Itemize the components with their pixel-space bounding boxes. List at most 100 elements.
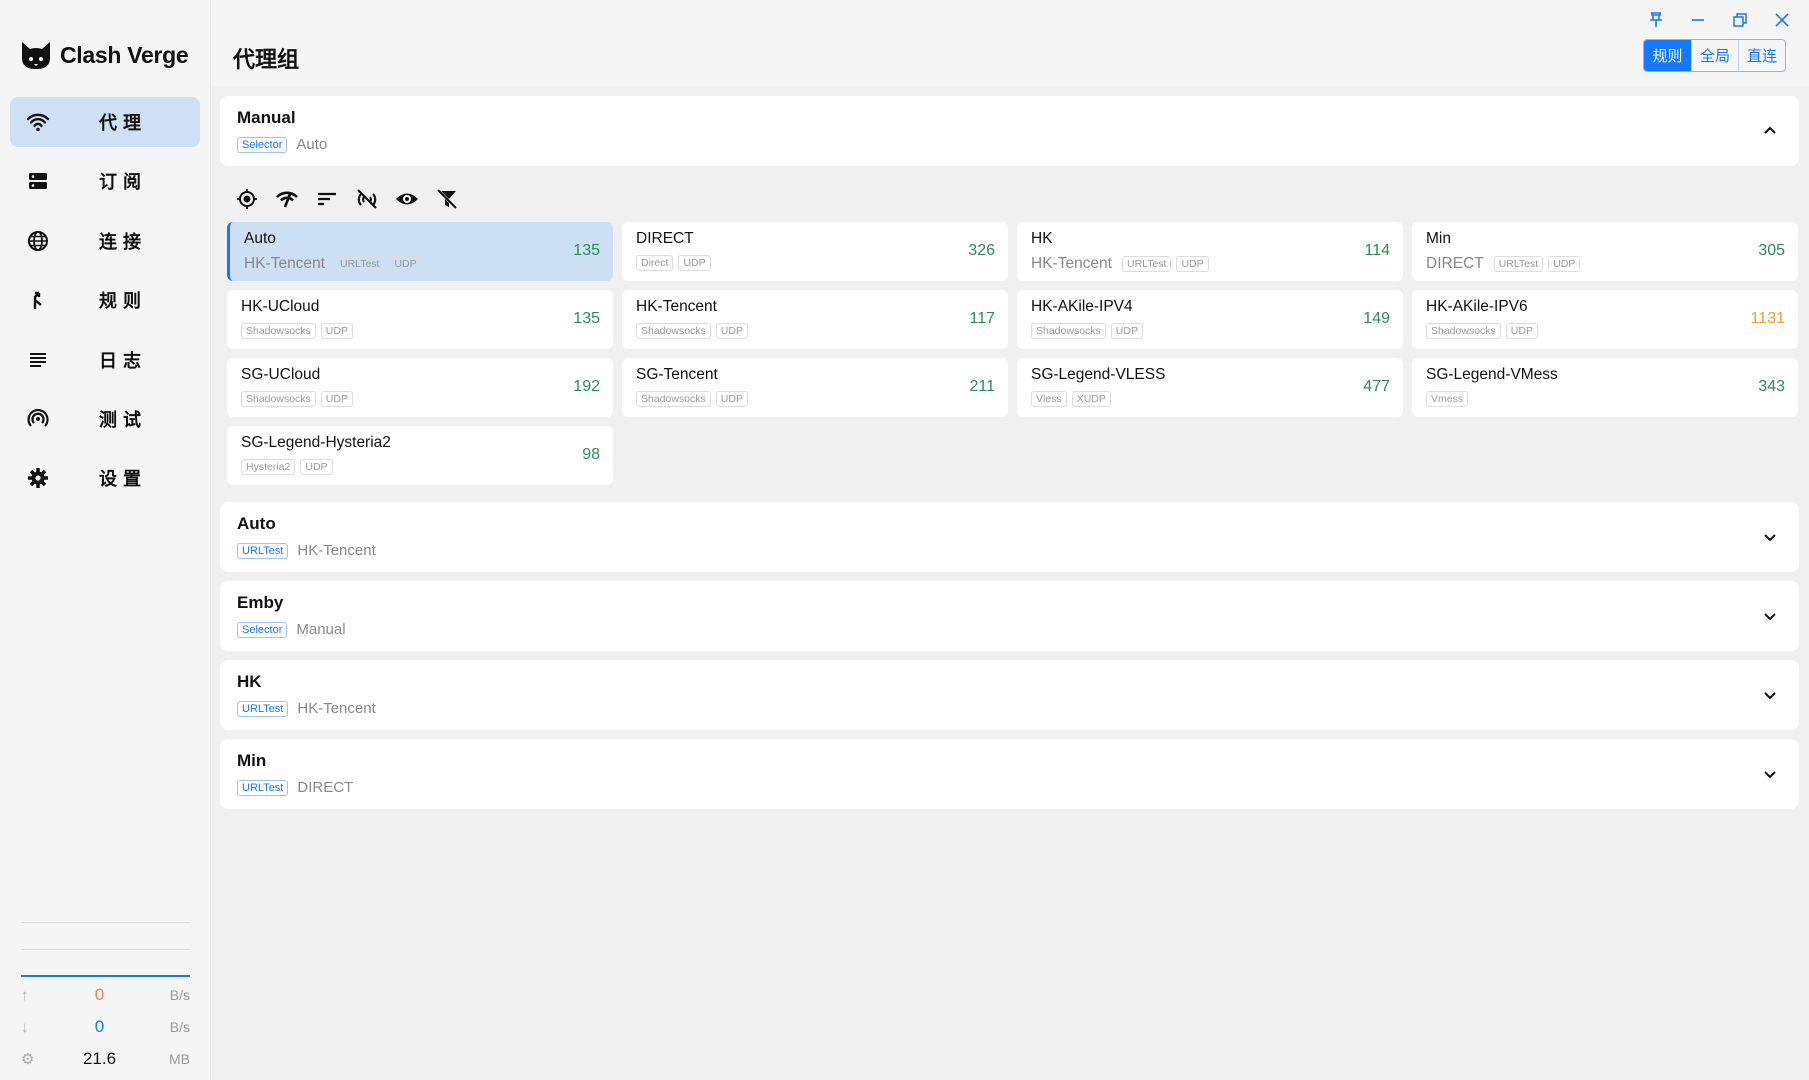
proxy-group-header[interactable]: Emby Selector Manual: [220, 581, 1799, 651]
proxy-group-header[interactable]: Auto URLTest HK-Tencent: [220, 502, 1799, 572]
sidebar-item-4[interactable]: 日志: [10, 335, 200, 385]
proxy-delay[interactable]: 117: [969, 310, 995, 327]
proxy-card[interactable]: SG-Tencent Shadowsocks UDP 211: [622, 358, 1008, 417]
proxy-delay[interactable]: 149: [1363, 310, 1390, 327]
sidebar-item-5[interactable]: 测试: [10, 394, 200, 444]
proxy-card[interactable]: HK-AKile-IPV6 Shadowsocks UDP 1131: [1412, 290, 1798, 349]
chevron-up-icon[interactable]: [1761, 122, 1779, 140]
proxy-tag: URLTest: [334, 256, 385, 272]
pin-icon[interactable]: [1635, 8, 1677, 32]
proxy-tag: URLTest: [1121, 256, 1172, 272]
chevron-down-icon[interactable]: [1761, 765, 1779, 783]
mode-button-2[interactable]: 直连: [1738, 40, 1785, 71]
proxy-card[interactable]: HK-AKile-IPV4 Shadowsocks UDP 149: [1017, 290, 1403, 349]
wifi-icon: [26, 110, 50, 134]
proxy-name: SG-Tencent: [636, 366, 718, 383]
sidebar-item-3[interactable]: 规则: [10, 275, 200, 325]
proxy-name: SG-Legend-VLESS: [1031, 366, 1166, 383]
broadcast-icon: [26, 407, 50, 431]
proxy-tag: Shadowsocks: [636, 391, 711, 407]
sidebar-item-label: 规则: [99, 291, 147, 312]
proxy-grid: Auto HK-Tencent URLTest UDP 135 DIRECT Dir…: [220, 222, 1799, 485]
traffic-graph-line: [21, 975, 190, 977]
no-signal-icon[interactable]: [355, 187, 379, 211]
proxy-card[interactable]: Auto HK-Tencent URLTest UDP 135: [227, 222, 613, 281]
proxy-tag: UDP: [715, 391, 748, 407]
sidebar-item-2[interactable]: 连接: [10, 216, 200, 266]
app-logo: Clash Verge: [20, 40, 189, 70]
chip-icon: ⚙: [21, 1051, 35, 1068]
proxy-tag: UDP: [320, 391, 353, 407]
proxy-delay[interactable]: 326: [968, 242, 995, 259]
proxy-delay[interactable]: 114: [1364, 242, 1390, 259]
sidebar: Clash Verge 代理 订阅 连接 规则 日志 测试 设置 ↑ 0 B/s ↓…: [0, 0, 211, 1080]
proxy-tag: Shadowsocks: [241, 323, 316, 339]
proxy-name: HK: [1031, 230, 1053, 247]
proxy-card[interactable]: HK-Tencent Shadowsocks UDP 117: [622, 290, 1008, 349]
proxy-groups: Manual Selector Auto Auto HK-Tencent URLTe…: [220, 96, 1799, 818]
group-type-tag: URLTest: [237, 779, 289, 796]
sidebar-item-0[interactable]: 代理: [10, 97, 200, 147]
mode-button-0[interactable]: 规则: [1644, 40, 1691, 71]
proxy-name: HK-AKile-IPV6: [1426, 298, 1528, 315]
proxy-card[interactable]: SG-Legend-VMess Vmess 343: [1412, 358, 1798, 417]
group-toolbar: [220, 175, 1799, 211]
proxy-group-header[interactable]: HK URLTest HK-Tencent: [220, 660, 1799, 730]
proxy-delay[interactable]: 135: [573, 242, 600, 259]
close-icon[interactable]: [1761, 8, 1803, 32]
window-controls: [1635, 8, 1803, 32]
minimize-icon[interactable]: [1677, 8, 1719, 32]
globe-icon: [26, 229, 50, 253]
proxy-delay[interactable]: 305: [1758, 242, 1785, 259]
proxy-delay[interactable]: 477: [1363, 378, 1390, 395]
proxy-name: Min: [1426, 230, 1451, 247]
group-current-proxy: HK-Tencent: [297, 542, 376, 559]
filter-off-icon[interactable]: [435, 187, 459, 211]
sidebar-item-6[interactable]: 设置: [10, 453, 200, 503]
proxy-tag: UDP: [678, 255, 711, 271]
sidebar-item-1[interactable]: 订阅: [10, 156, 200, 206]
proxy-card[interactable]: SG-UCloud Shadowsocks UDP 192: [227, 358, 613, 417]
proxy-delay[interactable]: 1131: [1750, 310, 1785, 327]
proxy-delay[interactable]: 192: [573, 378, 600, 395]
proxy-current: HK-Tencent: [244, 255, 325, 272]
proxy-delay[interactable]: 343: [1758, 378, 1785, 395]
proxy-name: Auto: [244, 230, 276, 247]
group-current-proxy: Manual: [296, 621, 346, 638]
memory-value: 21.6: [82, 1049, 117, 1068]
eye-icon[interactable]: [395, 187, 419, 211]
chevron-down-icon[interactable]: [1761, 686, 1779, 704]
proxy-name: SG-Legend-VMess: [1426, 366, 1558, 383]
list-icon: [26, 348, 50, 372]
group-type-tag: URLTest: [237, 700, 289, 717]
mode-switch: 规则 全局 直连: [1643, 39, 1786, 72]
proxy-tag: Shadowsocks: [1426, 323, 1501, 339]
proxy-card[interactable]: Min DIRECT URLTest UDP 305: [1412, 222, 1798, 281]
proxy-delay[interactable]: 98: [582, 446, 600, 463]
group-name: HK: [237, 672, 262, 691]
proxy-card[interactable]: HK-UCloud Shadowsocks UDP 135: [227, 290, 613, 349]
chevron-down-icon[interactable]: [1761, 607, 1779, 625]
arrow-down-icon: ↓: [21, 1018, 29, 1036]
proxy-card[interactable]: DIRECT Direct UDP 326: [622, 222, 1008, 281]
proxy-tag: Hysteria2: [241, 459, 296, 475]
group-type-tag: Selector: [237, 621, 288, 638]
speed-test-icon[interactable]: [275, 187, 299, 211]
proxy-card[interactable]: SG-Legend-VLESS Vless XUDP 477: [1017, 358, 1403, 417]
memory-unit: MB: [169, 1051, 190, 1067]
proxy-tag: UDP: [1110, 323, 1143, 339]
proxy-delay[interactable]: 211: [969, 378, 995, 395]
proxy-name: HK-Tencent: [636, 298, 717, 315]
mode-button-1[interactable]: 全局: [1691, 40, 1738, 71]
proxy-card[interactable]: SG-Legend-Hysteria2 Hysteria2 UDP 98: [227, 426, 613, 485]
proxy-card[interactable]: HK HK-Tencent URLTest UDP 114: [1017, 222, 1403, 281]
proxy-delay[interactable]: 135: [573, 310, 600, 327]
maximize-icon[interactable]: [1719, 8, 1761, 32]
sort-icon[interactable]: [315, 187, 339, 211]
locate-icon[interactable]: [235, 187, 259, 211]
proxy-name: SG-Legend-Hysteria2: [241, 434, 391, 451]
group-current-proxy: HK-Tencent: [297, 700, 376, 717]
proxy-group-header[interactable]: Manual Selector Auto: [220, 96, 1799, 166]
proxy-group-header[interactable]: Min URLTest DIRECT: [220, 739, 1799, 809]
chevron-down-icon[interactable]: [1761, 528, 1779, 546]
